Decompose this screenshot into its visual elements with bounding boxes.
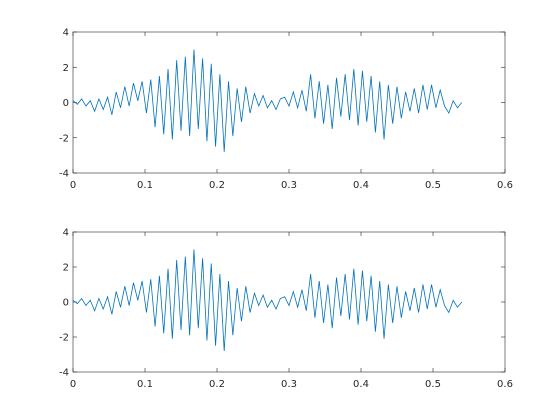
axes-box [72, 31, 506, 174]
y-tick-label: -2 [59, 333, 69, 344]
x-tick-label: 0.2 [209, 379, 225, 390]
axes-box [72, 231, 506, 373]
y-tick-label: 0 [63, 98, 69, 109]
x-tick-label: 0.4 [353, 180, 369, 191]
x-tick-label: 0.5 [425, 180, 441, 191]
x-tick-label: 0.5 [425, 379, 441, 390]
x-tick-label: 0.4 [353, 379, 369, 390]
x-tick-label: 0 [70, 180, 76, 191]
signal-line [72, 49, 463, 152]
signal-line [72, 249, 463, 352]
y-tick-label: 2 [63, 63, 69, 74]
y-tick-label: -2 [59, 133, 69, 144]
x-tick-label: 0.1 [137, 379, 153, 390]
x-tick-label: 0.3 [281, 379, 297, 390]
x-tick-label: 0.6 [497, 180, 513, 191]
y-tick-label: 2 [63, 263, 69, 274]
x-tick-label: 0.3 [281, 180, 297, 191]
y-tick-label: -4 [59, 169, 69, 180]
y-tick-label: -4 [59, 368, 69, 379]
x-tick-label: 0 [70, 379, 76, 390]
y-tick-label: 4 [63, 228, 69, 239]
x-tick-label: 0.1 [137, 180, 153, 191]
x-tick-label: 0.6 [497, 379, 513, 390]
y-tick-label: 4 [63, 28, 69, 39]
y-tick-label: 0 [63, 298, 69, 309]
x-tick-label: 0.2 [209, 180, 225, 191]
